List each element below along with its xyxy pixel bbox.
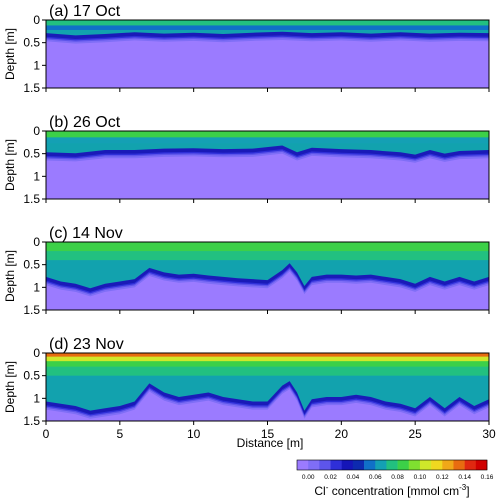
contour-band-layer-surface — [46, 353, 489, 357]
colorbar-swatch — [352, 460, 365, 470]
x-tick-label: 0 — [43, 427, 50, 441]
colorbar-swatch — [464, 460, 477, 470]
x-tick-label: 10 — [187, 427, 201, 441]
x-tick-label: 30 — [482, 427, 496, 441]
colorbar-tick-label: 0.12 — [436, 474, 449, 481]
colorbar-swatch — [308, 460, 320, 470]
x-tick-label: 20 — [335, 427, 349, 441]
colorbar-tick-label: 0.04 — [347, 474, 360, 481]
colorbar-swatch — [431, 460, 443, 470]
colorbar-swatch — [442, 460, 454, 470]
contour-band-layer-surface — [46, 20, 489, 26]
contour-fill — [46, 242, 489, 310]
y-axis-label: Depth [m] — [3, 139, 17, 191]
colorbar-swatch — [419, 460, 432, 470]
y-tick-label: 1 — [33, 58, 40, 72]
contour-band-layer-upper — [46, 353, 489, 362]
contour-band-layer-surface — [46, 131, 489, 138]
colorbar-swatch — [375, 460, 387, 470]
y-axis-label: Depth [m] — [3, 28, 17, 80]
y-tick-label: 0 — [33, 124, 40, 138]
y-tick-label: 1.5 — [23, 192, 40, 206]
x-tick-label: 15 — [261, 427, 275, 441]
colorbar-tick-label: 0.02 — [324, 474, 337, 481]
colorbar-swatch — [341, 460, 354, 470]
contour-fill — [46, 20, 489, 88]
y-tick-label: 0 — [33, 346, 40, 360]
panel-c: 0 0.5 1 1.5 (c) 14 Nov Depth [m] — [3, 225, 490, 317]
panel-b: 0 0.5 1 1.5 (b) 26 Oct Depth [m] — [3, 114, 490, 206]
colorbar-tick-label: 0.10 — [414, 474, 427, 481]
colorbar-tick-label: 0.14 — [458, 474, 471, 481]
colorbar: 0.00 0.02 0.04 0.06 0.08 0.10 0.12 0.14 0.16 Cl- … — [296, 459, 494, 498]
colorbar-swatch — [330, 460, 343, 470]
y-tick-label: 1 — [33, 169, 40, 183]
x-tick-label: 25 — [408, 427, 422, 441]
colorbar-tick-label: 0.00 — [302, 474, 315, 481]
y-tick-label: 0.5 — [23, 369, 40, 383]
colorbar-tick-label: 0.06 — [369, 474, 382, 481]
colorbar-swatch — [408, 460, 421, 470]
contour-fill — [46, 131, 489, 199]
colorbar-swatch — [319, 460, 331, 470]
x-axis-label: Distance [m] — [237, 436, 304, 450]
colorbar-swatch — [386, 460, 398, 470]
colorbar-swatch — [364, 460, 376, 470]
x-tick-label: 5 — [116, 427, 123, 441]
y-axis-label: Depth [m] — [3, 250, 17, 302]
colorbar-tick-label: 0.16 — [481, 474, 494, 481]
panel-label: (d) 23 Nov — [49, 336, 124, 353]
contour-fill — [46, 353, 489, 421]
panel-label: (c) 14 Nov — [49, 225, 123, 242]
colorbar-swatch — [297, 460, 309, 470]
y-tick-label: 1.5 — [23, 303, 40, 317]
colorbar-frame — [296, 459, 488, 471]
y-tick-label: 0 — [33, 235, 40, 249]
panel-label: (a) 17 Oct — [49, 3, 121, 20]
y-tick-label: 0.5 — [23, 258, 40, 272]
contour-band-layer-surface — [46, 242, 489, 252]
y-tick-label: 0 — [33, 13, 40, 27]
colorbar-tick-label: 0.08 — [391, 474, 404, 481]
colorbar-swatch — [475, 460, 488, 470]
y-tick-label: 1 — [33, 391, 40, 405]
y-tick-label: 1 — [33, 280, 40, 294]
colorbar-swatch — [397, 460, 410, 470]
y-tick-label: 0.5 — [23, 147, 40, 161]
y-axis-label: Depth [m] — [3, 361, 17, 413]
panel-d: 0 0.5 1 1.5 (d) 23 Nov Depth [m] — [3, 336, 490, 428]
panel-label: (b) 26 Oct — [49, 114, 121, 131]
colorbar-swatch — [453, 460, 465, 470]
panel-a: 0 0.5 1 1.5 (a) 17 Oct Depth [m] — [3, 3, 490, 95]
colorbar-title: Cl- concentration [mmol cm-3] — [314, 483, 469, 498]
y-tick-label: 0.5 — [23, 36, 40, 50]
y-tick-label: 1.5 — [23, 414, 40, 428]
y-tick-label: 1.5 — [23, 81, 40, 95]
